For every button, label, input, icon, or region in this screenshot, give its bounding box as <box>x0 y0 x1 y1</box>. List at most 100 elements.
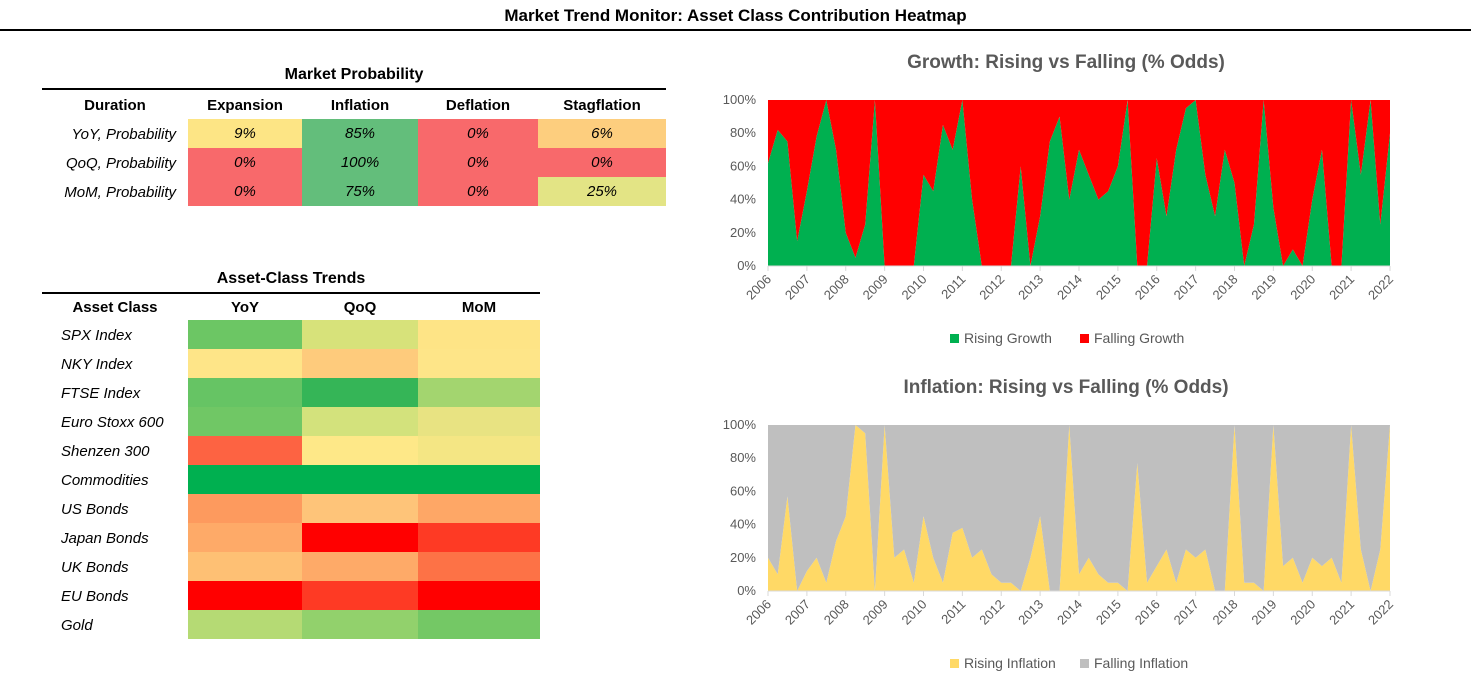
act-heat-cell <box>418 465 540 494</box>
mp-cell: 100% <box>302 148 418 177</box>
mp-header-duration: Duration <box>84 97 146 114</box>
act-heat-cell <box>418 349 540 378</box>
inflation-x-tick-label: 2022 <box>1365 597 1396 628</box>
act-heat-cell <box>188 320 302 349</box>
mp-header-inflation: Inflation <box>330 97 390 114</box>
act-header-mom: MoM <box>461 299 497 316</box>
inflation-y-tick-label: 20% <box>730 550 756 565</box>
act-heat-cell <box>418 523 540 552</box>
act-heat-cell <box>188 436 302 465</box>
growth-x-tick-label: 2019 <box>1248 272 1279 303</box>
act-header-qoq: QoQ <box>343 299 377 316</box>
growth-x-tick-label: 2013 <box>1015 272 1046 303</box>
act-heat-cell <box>188 610 302 639</box>
inflation-y-tick-label: 60% <box>730 483 756 498</box>
mp-cell: 85% <box>302 119 418 148</box>
inflation-y-tick-label: 40% <box>730 517 756 532</box>
mp-cell: 0% <box>418 148 538 177</box>
act-heat-cell <box>188 378 302 407</box>
growth-legend-label: Falling Growth <box>1094 330 1184 346</box>
growth-y-tick-label: 0% <box>737 258 756 273</box>
growth-x-tick-label: 2014 <box>1054 272 1085 303</box>
mp-header-deflation: Deflation <box>445 97 511 114</box>
growth-legend-swatch <box>950 334 959 343</box>
act-row-label: EU Bonds <box>61 588 129 605</box>
act-heat-cell <box>418 320 540 349</box>
act-heat-cell <box>302 320 418 349</box>
act-row-label: SPX Index <box>61 327 132 344</box>
act-heat-cell <box>302 407 418 436</box>
growth-chart-title: Growth: Rising vs Falling (% Odds) <box>907 52 1225 73</box>
act-heat-cell <box>418 407 540 436</box>
growth-x-tick-label: 2015 <box>1093 272 1124 303</box>
inflation-x-tick-label: 2014 <box>1054 597 1085 628</box>
market-probability-title: Market Probability <box>284 66 424 83</box>
act-heat-cell <box>188 523 302 552</box>
inflation-series-falling-inflation <box>768 425 1390 591</box>
growth-x-tick-label: 2022 <box>1365 272 1396 303</box>
act-heat-cell <box>418 610 540 639</box>
growth-y-tick-label: 60% <box>730 158 756 173</box>
inflation-legend-label: Rising Inflation <box>964 655 1056 671</box>
act-heat-cell <box>188 465 302 494</box>
inflation-y-tick-label: 0% <box>737 583 756 598</box>
growth-y-tick-label: 40% <box>730 192 756 207</box>
growth-x-tick-label: 2017 <box>1171 272 1202 303</box>
act-row-label: Shenzen 300 <box>61 443 150 460</box>
mp-cell: 0% <box>538 148 666 177</box>
growth-legend-label: Rising Growth <box>964 330 1052 346</box>
act-row-label: Commodities <box>61 472 149 489</box>
act-row-label: UK Bonds <box>61 559 129 576</box>
inflation-x-tick-label: 2017 <box>1171 597 1202 628</box>
inflation-legend-swatch <box>1080 659 1089 668</box>
growth-y-tick-label: 100% <box>723 92 757 107</box>
mp-row-label: YoY, Probability <box>71 126 176 143</box>
act-row-label: Japan Bonds <box>61 530 149 547</box>
growth-x-tick-label: 2018 <box>1210 272 1241 303</box>
act-row-label: NKY Index <box>61 356 133 373</box>
mp-cell: 0% <box>188 177 302 206</box>
growth-y-tick-label: 20% <box>730 225 756 240</box>
page-title: Market Trend Monitor: Asset Class Contri… <box>504 6 967 25</box>
mp-cell: 9% <box>188 119 302 148</box>
inflation-x-tick-label: 2021 <box>1326 597 1357 628</box>
act-heat-cell <box>302 436 418 465</box>
mp-header-expansion: Expansion <box>207 97 283 114</box>
growth-x-tick-label: 2020 <box>1287 272 1318 303</box>
growth-x-tick-label: 2012 <box>976 272 1007 303</box>
act-heat-cell <box>302 610 418 639</box>
growth-legend-swatch <box>1080 334 1089 343</box>
act-heat-cell <box>188 494 302 523</box>
act-heat-cell <box>418 378 540 407</box>
mp-cell: 75% <box>302 177 418 206</box>
growth-x-tick-label: 2008 <box>821 272 852 303</box>
inflation-series-rising-inflation <box>768 425 1390 591</box>
act-row-label: Gold <box>61 617 93 634</box>
mp-cell: 6% <box>538 119 666 148</box>
title-divider <box>0 29 1471 31</box>
act-row-label: US Bonds <box>61 501 129 518</box>
act-heat-cell <box>418 436 540 465</box>
act-heat-cell <box>302 523 418 552</box>
growth-x-tick-label: 2011 <box>938 272 968 302</box>
inflation-x-tick-label: 2012 <box>976 597 1007 628</box>
inflation-legend-swatch <box>950 659 959 668</box>
inflation-legend-label: Falling Inflation <box>1094 655 1188 671</box>
inflation-x-tick-label: 2008 <box>821 597 852 628</box>
growth-x-tick-label: 2010 <box>899 272 930 303</box>
mp-row-label: QoQ, Probability <box>65 155 176 172</box>
asset-class-trends-title-rule <box>42 292 540 294</box>
act-heat-cell <box>302 378 418 407</box>
act-heat-cell <box>188 349 302 378</box>
inflation-x-tick-label: 2009 <box>860 597 891 628</box>
growth-x-tick-label: 2006 <box>743 272 774 303</box>
act-header-asset-class: Asset Class <box>72 299 158 316</box>
act-heat-cell <box>418 494 540 523</box>
inflation-y-tick-label: 80% <box>730 450 756 465</box>
growth-series-falling-growth <box>768 100 1390 266</box>
growth-x-tick-label: 2021 <box>1326 272 1357 303</box>
inflation-y-tick-label: 100% <box>723 417 757 432</box>
growth-series-rising-growth <box>768 100 1390 266</box>
title-bar: Market Trend Monitor: Asset Class Contri… <box>0 0 1471 31</box>
act-row-label: Euro Stoxx 600 <box>61 414 164 431</box>
